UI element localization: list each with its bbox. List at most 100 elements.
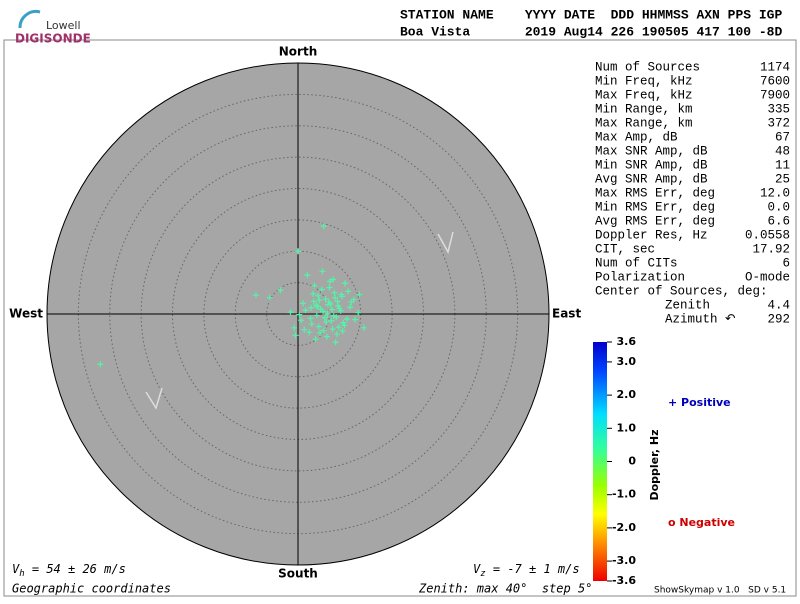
stat-value: 17.92 (752, 242, 790, 256)
source-point (329, 326, 336, 333)
vz-subscript: z (480, 569, 485, 579)
source-point (300, 300, 307, 307)
source-point (292, 332, 299, 339)
source-point (306, 329, 313, 336)
stat-label: Doppler Res, Hz (595, 228, 708, 242)
vz-text: Vz = -7 ± 1 m/s (473, 562, 580, 579)
center-value: 292 (767, 312, 790, 326)
source-point (319, 268, 326, 275)
velocity-arrow (145, 387, 163, 410)
source-point (308, 321, 315, 328)
legend-positive: + Positive (668, 396, 731, 409)
velocity-arrow (437, 231, 454, 255)
source-point (348, 299, 355, 306)
stat-value: O-mode (745, 270, 790, 284)
stat-label: Max Range, km (595, 116, 693, 130)
source-point (312, 336, 319, 343)
colorbar-tick-label: 0 (628, 455, 636, 468)
source-point (321, 314, 328, 321)
source-point (315, 292, 322, 299)
source-point (334, 298, 341, 305)
stat-value: 67 (775, 130, 790, 144)
source-point (291, 324, 298, 331)
logo-arc (18, 10, 41, 29)
source-point (252, 292, 259, 299)
vz-symbol: V (473, 562, 481, 576)
source-point (313, 312, 320, 319)
source-point (310, 298, 317, 305)
source-point (317, 305, 324, 312)
coords-note: Geographic coordinates (12, 582, 171, 596)
source-point (316, 297, 323, 304)
stat-value: 6 (782, 256, 790, 270)
vh-subscript: h (19, 569, 24, 579)
source-point (296, 311, 303, 318)
source-point (339, 327, 346, 334)
stat-value: 372 (767, 116, 790, 130)
stat-label: Min Range, km (595, 102, 693, 116)
colorbar-tick-label: -2.0 (612, 521, 636, 534)
stat-label: Polarization (595, 270, 685, 284)
logo-line1: Lowell (46, 19, 81, 32)
source-point (332, 294, 339, 301)
source-point (325, 301, 332, 308)
stat-label: Max Amp, dB (595, 130, 678, 144)
source-point (277, 287, 284, 294)
source-point (97, 361, 104, 368)
version-note: ShowSkymap v 1.0 SD v 5.1 (654, 586, 786, 596)
source-point (323, 333, 330, 340)
source-point (320, 223, 327, 230)
stat-value: 7900 (760, 88, 790, 102)
stat-value: 12.0 (760, 186, 790, 200)
source-point (320, 327, 327, 334)
stat-value: 0.0558 (745, 228, 790, 242)
stat-label: Min Freq, kHz (595, 74, 693, 88)
stat-label: Max Freq, kHz (595, 88, 693, 102)
stat-value: 6.6 (767, 214, 790, 228)
colorbar (593, 342, 607, 581)
source-point (287, 309, 294, 316)
source-point (328, 317, 335, 324)
source-point (360, 324, 367, 331)
center-label: Zenith (665, 298, 710, 312)
stat-value: 0.0 (767, 200, 790, 214)
source-point (307, 315, 314, 322)
stat-label: Min SNR Amp, dB (595, 158, 708, 172)
colorbar-tick-label: 2.0 (617, 388, 637, 401)
source-point (301, 326, 308, 333)
stat-label: Avg RMS Err, deg (595, 214, 715, 228)
source-point (313, 302, 320, 309)
source-point (342, 280, 349, 287)
vh-value: = 54 ± 26 m/s (25, 562, 126, 576)
vz-value: = -7 ± 1 m/s (486, 562, 580, 576)
source-point (327, 278, 334, 285)
header-values: Boa Vista 2019 Aug14 226 190505 417 100 … (400, 24, 782, 39)
source-point (315, 323, 322, 330)
source-point (352, 316, 359, 323)
source-point (330, 312, 337, 319)
colorbar-tick-label: 3.6 (617, 335, 637, 348)
stat-label: Max SNR Amp, dB (595, 144, 708, 158)
stat-label: Num of CITs (595, 256, 678, 270)
stat-label: CIT, sec (595, 242, 655, 256)
center-value: 4.4 (767, 298, 790, 312)
source-point (316, 329, 323, 336)
direction-east: East (552, 307, 581, 321)
stat-label: Max RMS Err, deg (595, 186, 715, 200)
source-point (266, 294, 273, 301)
source-point (318, 286, 325, 293)
source-point (340, 319, 347, 326)
legend-negative: o Negative (668, 516, 735, 529)
source-point (326, 284, 333, 291)
header-columns: STATION NAME YYYY DATE DDD HHMMSS AXN PP… (400, 7, 782, 22)
source-point (322, 295, 329, 302)
source-point (311, 282, 318, 289)
source-point (331, 289, 338, 296)
source-point (330, 276, 337, 283)
source-point (335, 324, 342, 331)
vh-symbol: V (12, 562, 20, 576)
source-point (338, 291, 345, 298)
logo-line2: DIGISONDE (15, 32, 91, 46)
source-point (304, 272, 311, 279)
direction-south: South (278, 567, 318, 581)
